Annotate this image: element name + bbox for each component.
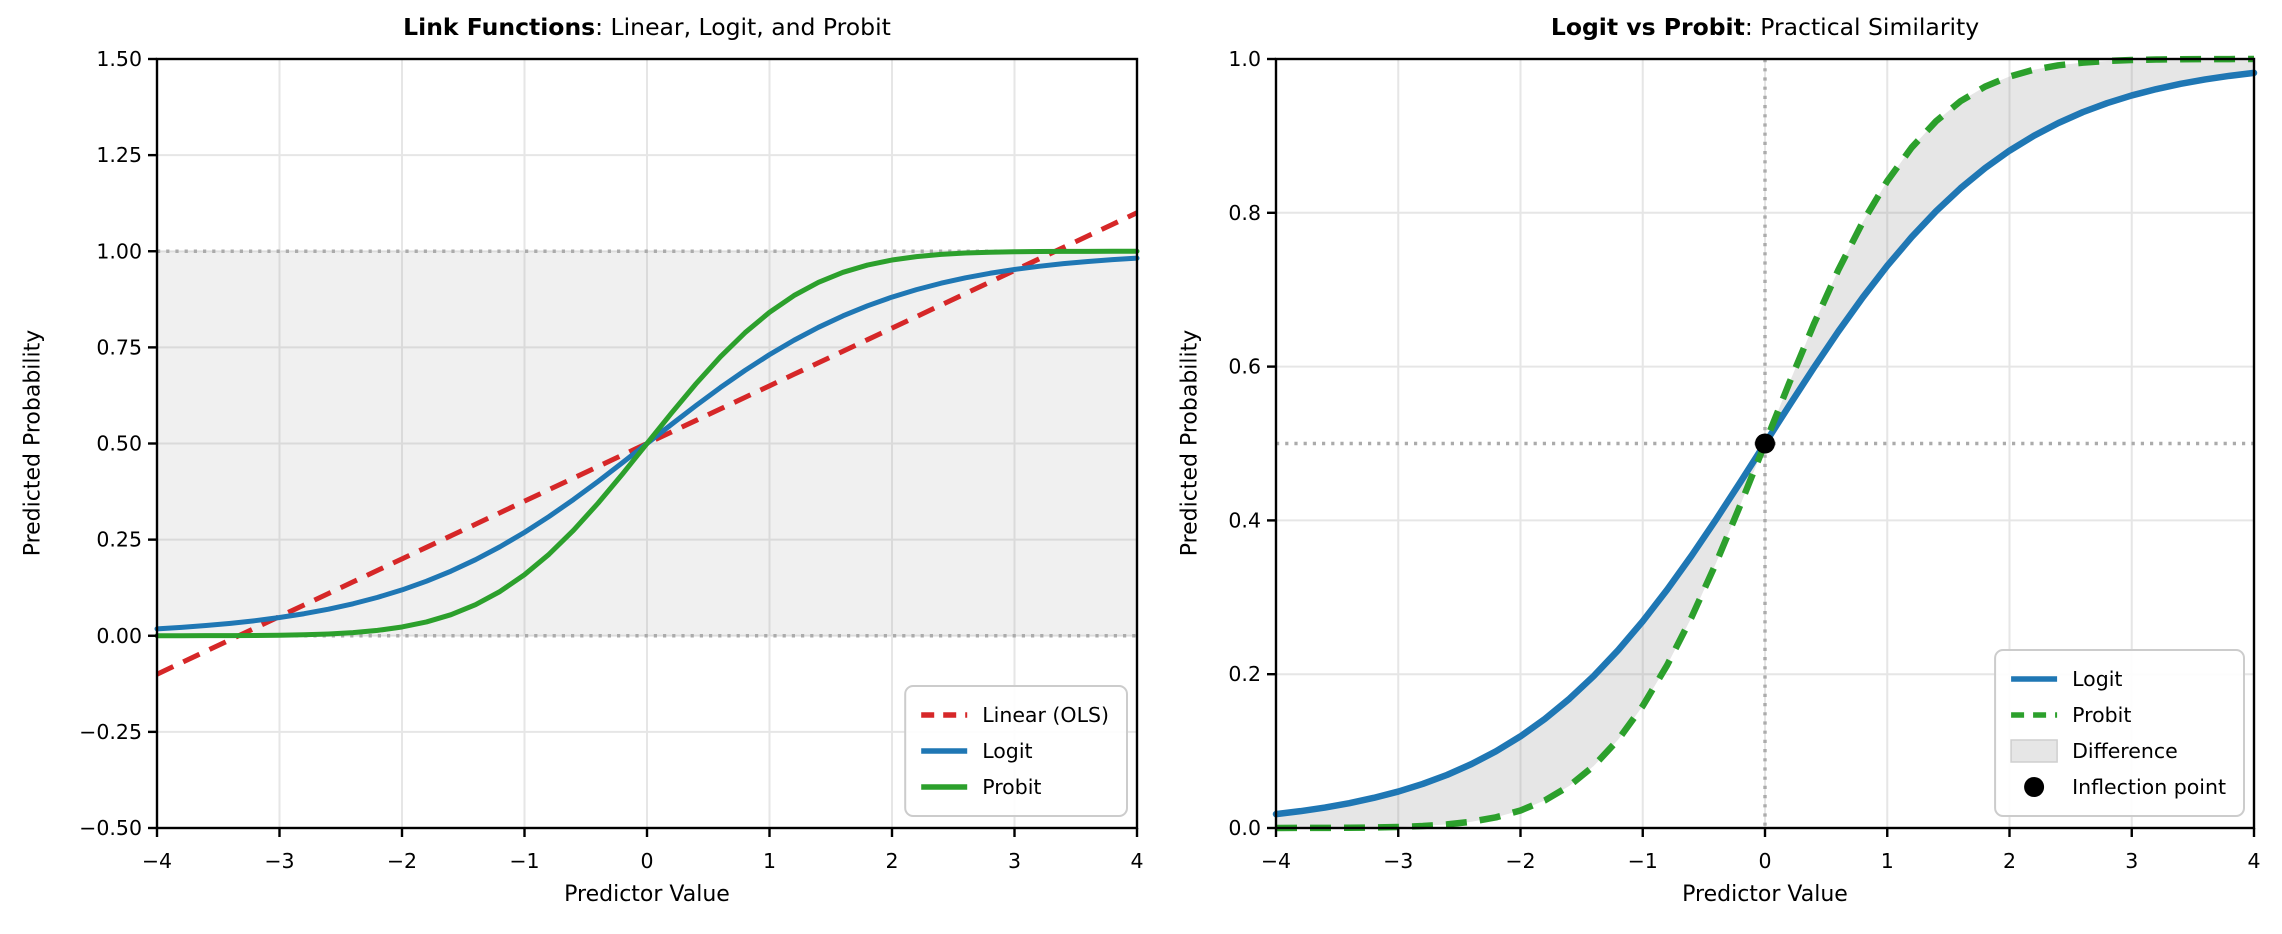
svg-text:Logit: Logit: [2072, 667, 2122, 691]
svg-text:0: 0: [1758, 849, 1771, 873]
left-chart-title: Link Functions: Linear, Logit, and Probi…: [403, 13, 891, 41]
left-xaxis-label: Predictor Value: [564, 882, 730, 907]
tick-labels: −4 −3 −2 −1 0 1 2 3 4 1.50 1.25 1.00 0.75 0.50 0.25 0.0…: [79, 47, 1143, 873]
tick-labels: −4 −3 −2 −1 0 1 2 3 4 1.0 0.8 0.6 0.4 0.2 0.0: [1228, 47, 2260, 873]
legend-item-logit: Logit: [921, 739, 1033, 763]
right-xaxis-label: Predictor Value: [1682, 882, 1848, 907]
axis-ticks: [1267, 57, 2256, 837]
legend-item-difference: Difference: [2010, 739, 2178, 763]
svg-text:−2: −2: [387, 849, 417, 873]
svg-text:0.2: 0.2: [1228, 662, 1261, 686]
right-chart-title: Logit vs Probit: Practical Similarity: [1551, 13, 1979, 41]
svg-text:0.50: 0.50: [96, 432, 142, 456]
svg-text:Linear (OLS): Linear (OLS): [982, 703, 1109, 727]
svg-text:−3: −3: [264, 849, 294, 873]
legend-item-logit: Logit: [2011, 667, 2122, 691]
svg-text:2: 2: [2003, 849, 2016, 873]
svg-text:−1: −1: [1628, 849, 1658, 873]
svg-text:0.6: 0.6: [1228, 355, 1261, 379]
svg-text:−0.25: −0.25: [79, 720, 142, 744]
legend-box: [1994, 649, 2245, 817]
svg-text:0.0: 0.0: [1228, 816, 1261, 840]
right-yaxis-label: Predicted Probability: [1177, 329, 1203, 557]
svg-text:−2: −2: [1505, 849, 1535, 873]
svg-text:4: 4: [2247, 849, 2260, 873]
svg-text:−4: −4: [142, 849, 172, 873]
svg-text:0: 0: [640, 849, 653, 873]
svg-text:Difference: Difference: [2072, 739, 2178, 763]
svg-text:0.25: 0.25: [96, 528, 142, 552]
legend-box: [904, 685, 1128, 817]
legend-item-probit: Probit: [921, 775, 1041, 799]
svg-text:0.75: 0.75: [96, 335, 142, 359]
svg-text:Probit: Probit: [2072, 703, 2131, 727]
svg-text:0.4: 0.4: [1228, 508, 1261, 532]
svg-text:4: 4: [1130, 849, 1143, 873]
svg-text:Logit: Logit: [982, 739, 1032, 763]
legend-item-linear-ols-: Linear (OLS): [921, 703, 1109, 727]
svg-text:Inflection point: Inflection point: [2072, 775, 2226, 799]
svg-text:1.0: 1.0: [1228, 47, 1261, 71]
svg-text:1.00: 1.00: [96, 239, 142, 263]
legend-item-probit: Probit: [2011, 703, 2131, 727]
svg-text:1.50: 1.50: [96, 47, 142, 71]
legend: Linear (OLS) Logit Probit: [904, 685, 1128, 817]
reference-lines: [157, 249, 1137, 638]
svg-text:1: 1: [763, 849, 776, 873]
svg-text:−4: −4: [1261, 849, 1291, 873]
right-chart-title-rest: : Practical Similarity: [1744, 13, 1980, 41]
svg-text:1: 1: [1881, 849, 1894, 873]
svg-text:−0.50: −0.50: [79, 816, 142, 840]
series-linear-ols-: [155, 210, 1139, 677]
svg-text:2: 2: [885, 849, 898, 873]
svg-text:0.8: 0.8: [1228, 201, 1261, 225]
left-yaxis-label: Predicted Probability: [20, 329, 46, 557]
svg-text:1.25: 1.25: [96, 143, 142, 167]
axis-ticks: [148, 57, 1139, 837]
chart-right: −4 −3 −2 −1 0 1 2 3 4 1.0 0.8 0.6 0.4 0.2 0.0 Logit Prob…: [1228, 47, 2260, 873]
svg-text:0.00: 0.00: [96, 624, 142, 648]
chart-left: −4 −3 −2 −1 0 1 2 3 4 1.50 1.25 1.00 0.75 0.50 0.25 0.0…: [79, 47, 1143, 873]
left-chart-title-bold: Link Functions: [403, 13, 596, 41]
inflection-point-marker: [1755, 433, 1775, 454]
legend-item-inflection-point: Inflection point: [2024, 775, 2226, 799]
svg-text:3: 3: [2125, 849, 2138, 873]
right-chart-title-bold: Logit vs Probit: [1550, 13, 1745, 41]
svg-text:−3: −3: [1383, 849, 1413, 873]
legend: Logit Probit Difference Inflection point: [1994, 649, 2245, 817]
series-probit: [154, 248, 1140, 639]
svg-text:−1: −1: [509, 849, 539, 873]
svg-text:Probit: Probit: [982, 775, 1041, 799]
svg-text:3: 3: [1008, 849, 1021, 873]
left-chart-title-rest: : Linear, Logit, and Probit: [595, 13, 891, 41]
